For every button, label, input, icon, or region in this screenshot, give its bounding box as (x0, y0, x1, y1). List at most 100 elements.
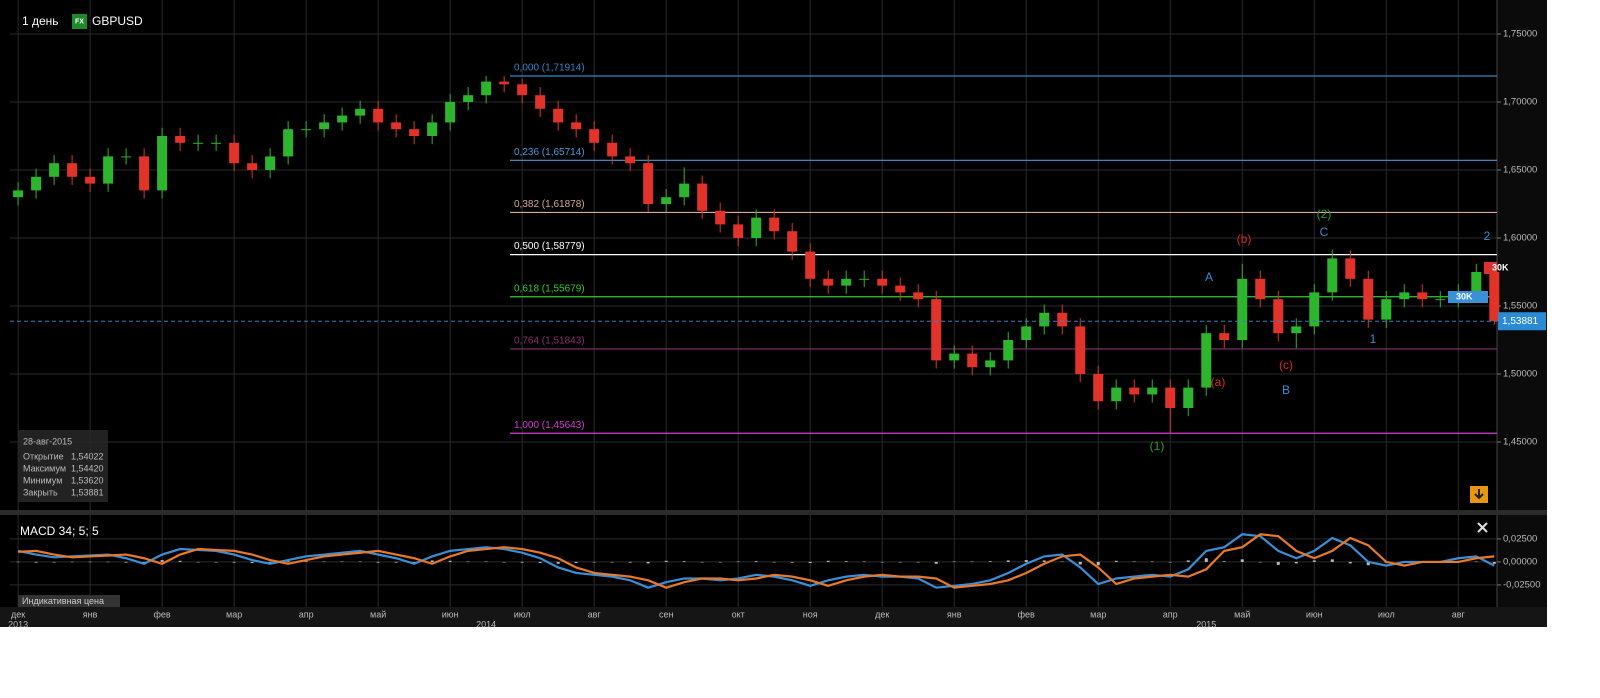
close-icon[interactable] (1477, 522, 1488, 533)
histogram-bar (16, 561, 20, 563)
histogram-bar (1024, 560, 1028, 562)
timeframe[interactable]: 1 день (22, 14, 59, 28)
histogram-bar (376, 561, 380, 563)
x-tick-label: июн (1306, 609, 1323, 619)
x-tick-label: дек (11, 609, 25, 619)
symbol[interactable]: GBPUSD (92, 14, 143, 28)
candle-body (1039, 312, 1050, 327)
fx-badge-text: FX (75, 18, 84, 25)
year-label: 2015 (1196, 619, 1216, 627)
candle-body (769, 217, 780, 232)
background (0, 0, 1547, 627)
histogram-bar (808, 561, 812, 564)
candle-body (967, 353, 978, 368)
histogram-bar (214, 561, 218, 563)
histogram-bar (1186, 560, 1190, 562)
histogram-bar (106, 561, 110, 563)
candle-body (805, 251, 816, 279)
x-tick-label: дек (875, 609, 889, 619)
y-tick-label: 1,45000 (1503, 437, 1537, 448)
candle-body (373, 108, 384, 123)
candle-body (1165, 387, 1176, 408)
candle-body (355, 108, 366, 116)
candle-body (1471, 272, 1482, 293)
info-date: 28-авг-2015 (23, 436, 72, 446)
macd-title: MACD 34; 5; 5 (20, 524, 99, 538)
x-tick-label: авг (1452, 609, 1466, 619)
download-button[interactable] (1470, 486, 1488, 503)
candle-body (1381, 299, 1392, 320)
histogram-bar (628, 561, 632, 563)
x-tick-label: май (370, 609, 386, 619)
wave-label: 1 (1370, 332, 1377, 346)
candle-body (49, 163, 60, 177)
x-tick-label: янв (947, 609, 962, 619)
candle-body (481, 81, 492, 96)
histogram-bar (52, 561, 56, 563)
histogram-bar (592, 561, 596, 563)
fib-label: 0,236 (1,65714) (514, 147, 585, 158)
candle-body (517, 84, 528, 96)
macd-line (17, 533, 1495, 589)
x-tick-label: апр (299, 609, 314, 619)
histogram-bar (160, 560, 164, 562)
fib-label: 0,382 (1,61878) (514, 199, 585, 210)
info-value: 1,54420 (71, 463, 104, 473)
candle-body (643, 163, 654, 204)
candle-body (877, 278, 888, 286)
info-value: 1,53881 (71, 487, 104, 497)
candle-body (715, 210, 726, 225)
x-tick-label: ноя (803, 609, 818, 619)
x-tick-label: мар (1090, 609, 1106, 619)
wave-label: (c) (1279, 358, 1293, 372)
trading-chart: дек янв фев мар апр май июн июл авг сен окт ноя дек я… (0, 0, 1547, 627)
y-tick-label: 1,60000 (1503, 233, 1537, 244)
candle-body (1363, 278, 1374, 320)
wave-label: (b) (1237, 232, 1252, 246)
histogram-bar (232, 561, 236, 563)
fx-badge (72, 14, 87, 29)
candle-body (1255, 278, 1266, 300)
fib-label: 1,000 (1,45643) (514, 420, 585, 431)
close-button[interactable] (1477, 522, 1488, 533)
year-label: 2013 (8, 619, 28, 627)
histogram-bar (358, 561, 362, 563)
last-price-box (1498, 312, 1546, 331)
histogram-bar (736, 561, 740, 563)
x-tick-label: май (1234, 609, 1250, 619)
info-key: Минимум (23, 475, 62, 485)
y-tick-label: 1,65000 (1503, 165, 1537, 176)
year-label: 2014 (476, 619, 496, 627)
x-tick-label: окт (732, 609, 745, 619)
candle-body (391, 122, 402, 130)
fib-label: 0,618 (1,55679) (514, 283, 585, 294)
candle-body (1237, 278, 1248, 340)
candle-body (211, 142, 222, 144)
candle-body (409, 129, 420, 136)
histogram-bar (1204, 558, 1208, 562)
histogram-bar (916, 561, 920, 563)
histogram-bar (1294, 561, 1298, 564)
histogram-bar (718, 561, 722, 563)
candle-body (1219, 333, 1230, 340)
histogram-bar (664, 560, 668, 562)
candle-body (229, 142, 240, 164)
x-tick-label: июл (1378, 609, 1395, 619)
candle-body (103, 156, 114, 184)
candle-body (1057, 312, 1068, 327)
candle-body (949, 353, 960, 361)
order-tag-label: 30K (1492, 262, 1509, 272)
y-tick-label: 1,55000 (1503, 301, 1537, 312)
histogram-bar (1042, 560, 1046, 562)
download-icon[interactable] (1474, 489, 1484, 500)
candle-body (1129, 387, 1140, 395)
candle-body (859, 278, 870, 280)
histogram-bar (466, 561, 470, 563)
histogram-bar (934, 561, 938, 564)
histogram-bar (682, 561, 686, 562)
histogram-bar (340, 561, 344, 563)
candle-body (1399, 292, 1410, 300)
candle-body (931, 299, 942, 361)
candle-body (1417, 292, 1428, 300)
